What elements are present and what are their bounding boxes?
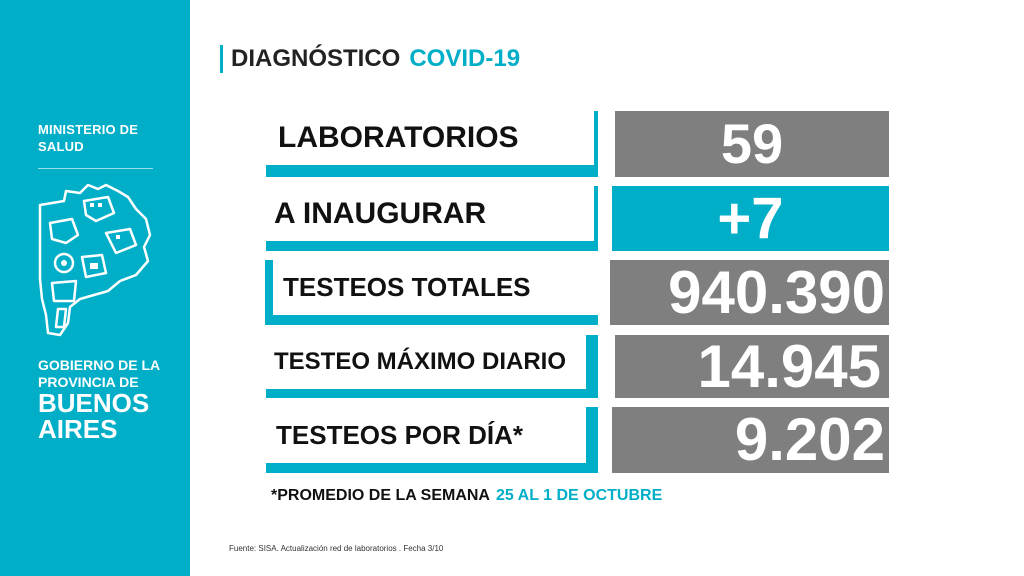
- ministerio-line1: MINISTERIO DE: [38, 122, 139, 137]
- row-value-testeo-maximo-diario: 14.945: [697, 332, 881, 400]
- row-value-testeos-por-dia: 9.202: [734, 406, 885, 473]
- gov-line4: AIRES: [38, 414, 118, 444]
- row-value-box-a-inaugurar: +7: [612, 186, 889, 251]
- sidebar-divider: [38, 168, 153, 169]
- title-accent-bar: [220, 45, 223, 73]
- row-value-laboratorios: 59: [720, 112, 784, 175]
- row-label-box-laboratorios: LABORATORIOS: [266, 111, 598, 177]
- footnote-text: *PROMEDIO DE LA SEMANA: [271, 487, 490, 504]
- source-note: Fuente: SISA. Actualización red de labor…: [229, 544, 444, 553]
- row-label-box-testeo-maximo-diario: TESTEO MÁXIMO DIARIO: [266, 335, 598, 398]
- gov-line2: PROVINCIA DE: [38, 374, 139, 390]
- ministerio-line2: SALUD: [38, 139, 84, 154]
- row-label-a-inaugurar: A INAUGURAR: [274, 196, 487, 230]
- row-label-box-testeos-totales: TESTEOS TOTALES: [265, 260, 598, 325]
- gov-line3: BUENOS: [38, 388, 150, 418]
- row-value-a-inaugurar: +7: [717, 185, 784, 251]
- title-part1: DIAGNÓSTICO: [231, 45, 401, 72]
- row-value-box-testeos-por-dia: 9.202: [612, 407, 889, 473]
- buenos-aires-province-map-icon: [38, 183, 152, 337]
- row-value-box-laboratorios: 59: [615, 111, 889, 177]
- row-value-box-testeos-totales: 940.390: [610, 260, 889, 325]
- title-part2: COVID-19: [409, 45, 521, 72]
- footnote: *PROMEDIO DE LA SEMANA 25 AL 1 DE OCTUBRE: [271, 487, 662, 505]
- row-value-testeos-totales: 940.390: [668, 258, 885, 326]
- ministerio-label: MINISTERIO DE SALUD: [38, 121, 138, 155]
- page-title: DIAGNÓSTICO COVID-19: [220, 44, 520, 74]
- gov-line1: GOBIERNO DE LA: [38, 357, 161, 373]
- row-value-box-testeo-maximo-diario: 14.945: [615, 335, 889, 398]
- footnote-highlight: 25 AL 1 DE OCTUBRE: [495, 487, 663, 504]
- row-label-box-a-inaugurar: A INAUGURAR: [266, 186, 598, 251]
- row-label-testeos-totales: TESTEOS TOTALES: [283, 272, 531, 302]
- row-label-testeos-por-dia: TESTEOS POR DÍA*: [276, 419, 524, 450]
- row-label-box-testeos-por-dia: TESTEOS POR DÍA*: [266, 407, 598, 473]
- row-label-testeo-maximo-diario: TESTEO MÁXIMO DIARIO: [274, 348, 567, 375]
- sidebar: MINISTERIO DE SALUD GOBIERNO DE LA PROVI…: [0, 0, 190, 576]
- row-label-laboratorios: LABORATORIOS: [278, 121, 519, 154]
